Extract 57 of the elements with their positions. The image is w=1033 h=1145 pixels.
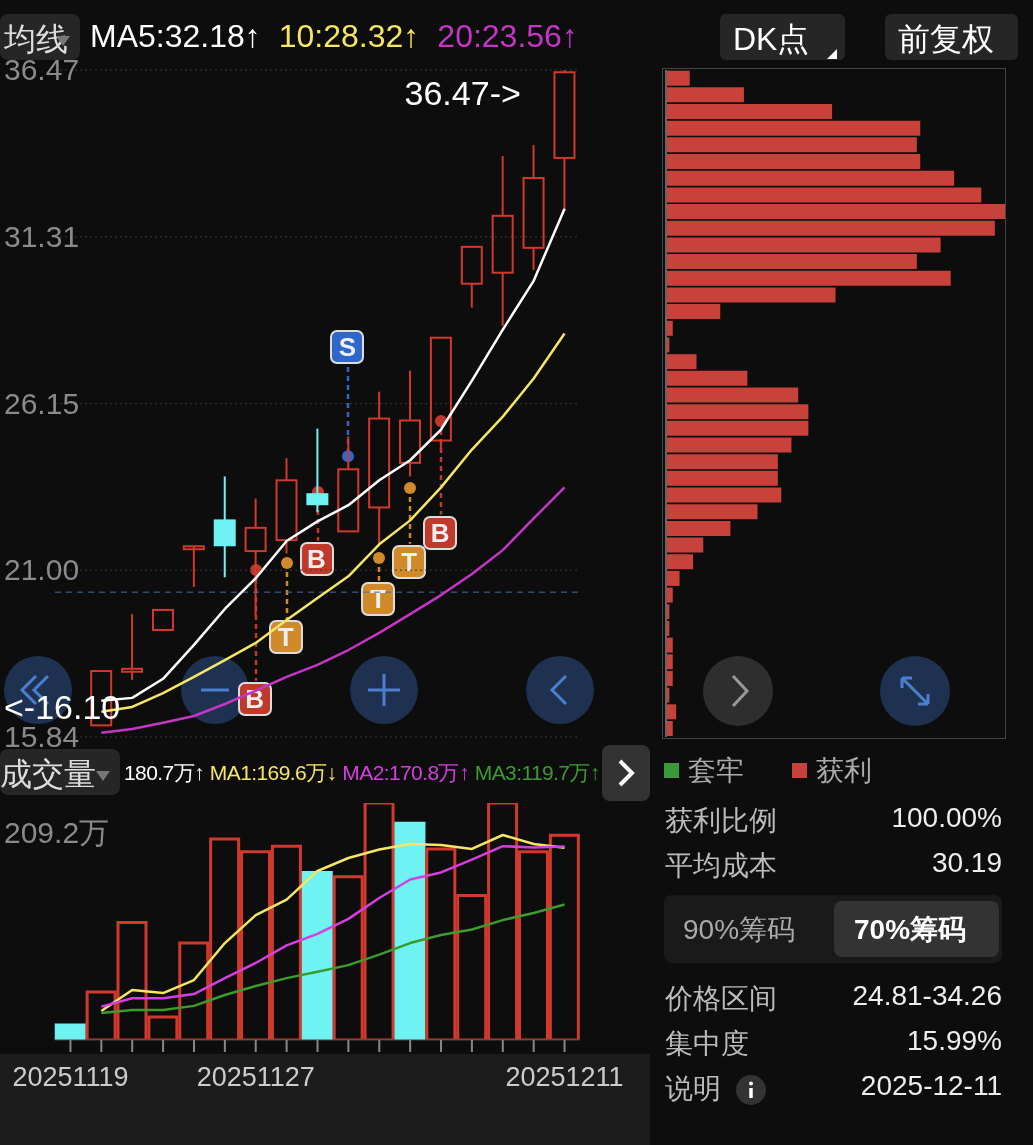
- annotation: S: [330, 330, 365, 364]
- y-tick-label: 31.31: [4, 219, 80, 253]
- text: 套牢: [688, 754, 744, 788]
- text: 15.99%: [907, 1025, 1002, 1056]
- chart-title: 成交量: [0, 755, 96, 794]
- text: 平均成本: [665, 849, 777, 883]
- text: 10:28.32↑: [278, 18, 420, 55]
- text: 100.00%: [891, 802, 1002, 833]
- bar: [301, 870, 333, 1040]
- annotation: B: [299, 542, 334, 576]
- legend-label: 获利: [816, 754, 872, 788]
- text: 集中度: [665, 1027, 749, 1061]
- text: 30.19: [931, 847, 1002, 878]
- y-tick-label: 21.00: [4, 553, 80, 587]
- y-tick-label: 15.84: [4, 720, 80, 753]
- annotation: T: [392, 545, 427, 579]
- text: 24.81-34.26: [852, 980, 1002, 1011]
- text: 说明: [665, 1072, 721, 1106]
- text: DK点: [733, 20, 810, 59]
- bar: [666, 420, 809, 436]
- text: 180.7万↑: [124, 760, 204, 786]
- y-tick-label: 36.47: [4, 53, 80, 86]
- x-tick-label: 20251211: [505, 1062, 624, 1092]
- x-tick-label: 20251127: [196, 1062, 315, 1092]
- annotation: 36.47->: [404, 74, 521, 113]
- bar: [666, 154, 921, 170]
- bar: [666, 520, 731, 536]
- text: MA3:119.7万↑: [474, 760, 600, 786]
- bar: [666, 204, 1005, 220]
- text: 2025-12-11: [860, 1070, 1002, 1101]
- text: MA1:169.6万↓: [209, 760, 337, 786]
- annotation: 209.2万: [4, 815, 110, 851]
- text: 获利比例: [665, 804, 777, 838]
- annotation: T: [361, 582, 396, 616]
- bar: [666, 404, 809, 420]
- text: MA2:170.8万↑: [342, 760, 469, 786]
- bar: [666, 354, 697, 370]
- bar: [54, 1023, 86, 1040]
- candlestick: [491, 155, 514, 327]
- annotation: B: [423, 516, 458, 550]
- bar: [666, 254, 917, 270]
- text: 70%筹码: [854, 913, 967, 947]
- text: MA5:32.18↑: [90, 18, 261, 55]
- bar: [666, 570, 680, 586]
- text: 90%筹码: [683, 913, 796, 947]
- candlestick: [213, 475, 236, 579]
- candlestick: [522, 144, 545, 271]
- annotation: T: [268, 620, 303, 654]
- bar: [666, 304, 721, 320]
- x-tick-label: 20251119: [12, 1062, 129, 1092]
- text: 价格区间: [665, 982, 777, 1016]
- bar: [666, 470, 778, 486]
- text: 前复权: [898, 20, 994, 59]
- text: 20:23.56↑: [437, 18, 578, 55]
- bar: [666, 104, 833, 120]
- y-tick-label: 26.15: [4, 386, 80, 420]
- bar: [394, 821, 426, 1040]
